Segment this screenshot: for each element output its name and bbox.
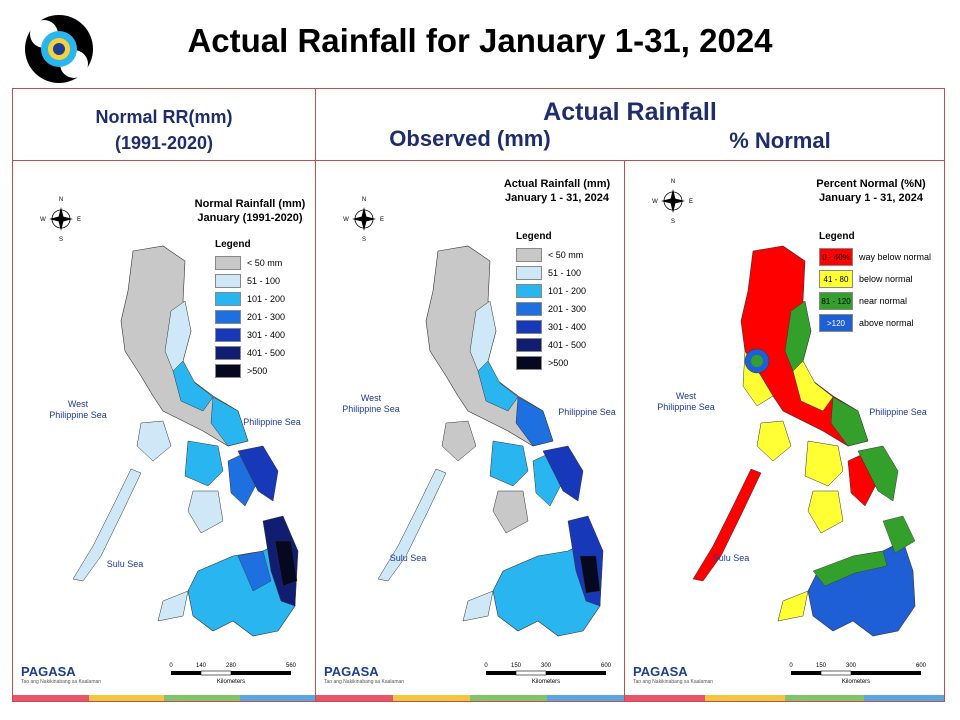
legend-item: >500 xyxy=(516,354,586,372)
actual-rainfall-map: N S W E 0 150 300 600 Kilometers xyxy=(343,197,612,685)
scale-unit: Kilometers xyxy=(532,679,560,685)
compass-e: E xyxy=(689,199,693,205)
percent-normal-header: % Normal xyxy=(729,128,831,153)
pagasa-logo: PAGASA Tao ang Nakikinabang sa Kaalaman xyxy=(633,664,714,685)
scale-tick-3: 600 xyxy=(601,663,612,669)
legend-item: 401 - 500 xyxy=(215,344,285,362)
legend-item: < 50 mm xyxy=(215,254,285,272)
compass-w: W xyxy=(343,217,349,223)
compass-rose-icon xyxy=(352,207,376,231)
legend-item: < 50 mm xyxy=(516,246,586,264)
scale-tick-2: 280 xyxy=(226,663,237,669)
scale-unit: Kilometers xyxy=(842,679,870,685)
legend-item: 81 - 120 near normal xyxy=(819,290,931,312)
legend-item: 201 - 300 xyxy=(516,300,586,318)
compass-n: N xyxy=(671,179,675,185)
color-strip xyxy=(13,695,315,701)
legend-item: 301 - 400 xyxy=(215,326,285,344)
legend-title: Legend xyxy=(215,239,251,250)
scale-bar xyxy=(486,670,606,676)
sea-label-sulu: Sulu Sea xyxy=(712,553,750,563)
legend-item: >500 xyxy=(215,362,285,380)
sea-label-sulu: Sulu Sea xyxy=(389,553,427,563)
actual-map-legend: Legend < 50 mm 51 - 100 101 - 200 201 - … xyxy=(516,231,586,372)
scale-tick-2: 300 xyxy=(846,663,857,669)
legend-item: 51 - 100 xyxy=(215,272,285,290)
compass-rose-icon xyxy=(49,207,73,231)
normal-map-legend: Legend < 50 mm 51 - 100 101 - 200 201 - … xyxy=(215,239,285,380)
normal-map-title: Normal Rainfall (mm) January (1991-2020) xyxy=(183,197,315,225)
scale-tick-2: 300 xyxy=(541,663,552,669)
color-strip xyxy=(625,695,944,701)
actual-map-title: Actual Rainfall (mm) January 1 - 31, 202… xyxy=(492,177,622,205)
pagasa-seal-logo xyxy=(24,14,94,84)
sea-label-west: West Philippine Sea xyxy=(342,393,400,414)
scale-tick-0: 0 xyxy=(789,663,793,669)
normal-header-line2: (1991-2020) xyxy=(114,133,214,153)
sea-label-east: Philippine Sea xyxy=(869,407,927,417)
scale-bar xyxy=(791,670,921,676)
percent-map-legend: Legend 0 - 40% way below normal 41 - 80 be… xyxy=(819,231,931,334)
legend-item: 101 - 200 xyxy=(516,282,586,300)
compass-rose-icon xyxy=(661,189,685,213)
scale-tick-1: 150 xyxy=(511,663,522,669)
legend-item: 401 - 500 xyxy=(516,336,586,354)
actual-rainfall-map-panel: N S W E 0 150 300 600 Kilometers Actual … xyxy=(315,160,625,702)
legend-title: Legend xyxy=(819,231,855,242)
actual-map-title-line1: Actual Rainfall (mm) xyxy=(503,178,611,190)
normal-header: Normal RR(mm) (1991-2020) xyxy=(12,104,316,156)
observed-header: Observed (mm) xyxy=(389,126,551,151)
compass-s: S xyxy=(362,237,366,243)
normal-map-title-line2: January (1991-2020) xyxy=(197,212,303,224)
scale-tick-0: 0 xyxy=(169,663,173,669)
sea-label-west: West Philippine Sea xyxy=(657,391,715,412)
legend-item: 51 - 100 xyxy=(516,264,586,282)
legend-item: 201 - 300 xyxy=(215,308,285,326)
normal-rainfall-map: N S W E 0 140 280 560 Kilometers xyxy=(40,197,299,685)
scale-tick-0: 0 xyxy=(484,663,488,669)
compass-w: W xyxy=(40,217,46,223)
percent-map-title-line1: Percent Normal (%N) xyxy=(816,178,926,190)
color-strip xyxy=(316,695,624,701)
legend-item: 41 - 80 below normal xyxy=(819,268,931,290)
pagasa-logo: PAGASA Tao ang Nakikinabang sa Kaalaman xyxy=(324,664,405,685)
compass-n: N xyxy=(59,197,63,203)
legend-item: 101 - 200 xyxy=(215,290,285,308)
legend-item: 301 - 400 xyxy=(516,318,586,336)
pagasa-logo: PAGASA Tao ang Nakikinabang sa Kaalaman xyxy=(21,664,102,685)
sea-label-east: Philippine Sea xyxy=(243,417,301,427)
actual-rainfall-header: Actual Rainfall xyxy=(543,98,717,126)
legend-title: Legend xyxy=(516,231,552,242)
percent-map-title: Percent Normal (%N) January 1 - 31, 2024 xyxy=(801,177,941,205)
compass-s: S xyxy=(59,237,63,243)
normal-map-title-line1: Normal Rainfall (mm) xyxy=(194,198,306,210)
legend-item: >120 above normal xyxy=(819,312,931,334)
sea-label-sulu: Sulu Sea xyxy=(106,559,144,569)
compass-e: E xyxy=(380,217,384,223)
scale-bar xyxy=(171,670,291,676)
compass-e: E xyxy=(77,217,81,223)
scale-unit: Kilometers xyxy=(217,679,245,685)
compass-n: N xyxy=(362,197,366,203)
slide-title: Actual Rainfall for January 1-31, 2024 xyxy=(187,22,773,59)
scale-tick-1: 150 xyxy=(816,663,827,669)
percent-normal-map: N S W E 0 150 300 600 Kilometers xyxy=(652,179,927,685)
scale-tick-1: 140 xyxy=(196,663,207,669)
actual-map-title-line2: January 1 - 31, 2024 xyxy=(505,192,609,204)
sea-label-west: West Philippine Sea xyxy=(49,399,107,420)
percent-map-title-line2: January 1 - 31, 2024 xyxy=(819,192,923,204)
compass-w: W xyxy=(652,199,658,205)
scale-tick-3: 560 xyxy=(286,663,297,669)
sea-label-east: Philippine Sea xyxy=(558,407,616,417)
normal-header-line1: Normal RR(mm) xyxy=(95,107,233,127)
scale-tick-3: 600 xyxy=(916,663,927,669)
percent-normal-map-panel: N S W E 0 150 300 600 Kilometers Percent… xyxy=(624,160,945,702)
legend-item: 0 - 40% way below normal xyxy=(819,246,931,268)
normal-rainfall-map-panel: N S W E 0 140 280 560 Kilometers Normal … xyxy=(12,160,316,702)
compass-s: S xyxy=(671,219,675,225)
